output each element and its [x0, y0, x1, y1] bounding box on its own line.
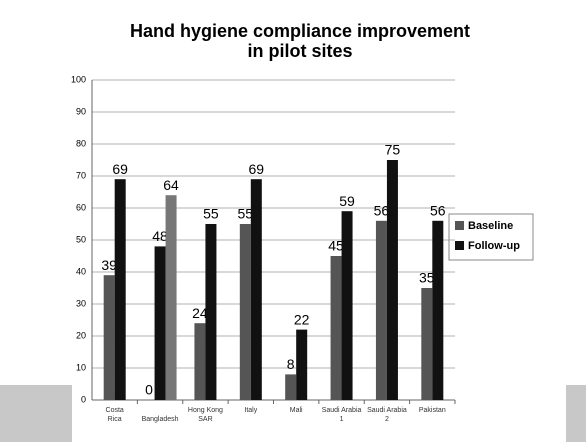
x-tick-label: Saudi Arabia 1	[322, 407, 362, 423]
bar	[165, 195, 177, 400]
value-label: 64	[163, 177, 179, 193]
value-label: 75	[385, 142, 401, 158]
chart-title: Hand hygiene compliance improvement	[130, 21, 470, 41]
value-label: 8	[287, 356, 295, 372]
value-label: 48	[152, 228, 168, 244]
value-label: 56	[430, 203, 446, 219]
value-label: 35	[419, 270, 435, 286]
x-tick-label: Costa Rica	[106, 407, 124, 423]
y-tick-label: 40	[76, 266, 86, 276]
bar	[114, 179, 126, 400]
value-label: 55	[238, 206, 254, 222]
bar	[341, 211, 353, 400]
bar	[421, 288, 433, 400]
bar	[386, 160, 398, 400]
value-label: 59	[339, 193, 355, 209]
y-tick-label: 30	[76, 298, 86, 308]
value-label: 69	[249, 161, 265, 177]
bar	[432, 220, 444, 400]
legend-swatch	[455, 221, 464, 230]
bar	[330, 256, 342, 400]
x-tick-label: Hong Kong SAR	[188, 407, 223, 423]
bar	[205, 224, 217, 400]
y-tick-label: 0	[81, 394, 86, 404]
value-label: 45	[328, 238, 344, 254]
y-tick-label: 80	[76, 138, 86, 148]
bar	[285, 374, 297, 400]
legend-label: Baseline	[468, 220, 513, 232]
x-tick-label: Mali	[290, 407, 303, 414]
legend-swatch	[455, 241, 464, 250]
bar	[194, 323, 206, 400]
y-tick-label: 50	[76, 234, 86, 244]
value-label: 24	[192, 305, 208, 321]
y-tick-label: 100	[71, 74, 86, 84]
value-label: 0	[145, 382, 153, 398]
x-tick-label: Bangladesh	[142, 416, 179, 423]
y-tick-label: 90	[76, 106, 86, 116]
x-tick-label: Saudi Arabia 2	[367, 407, 407, 423]
slide-decoration	[0, 385, 72, 442]
bar	[103, 275, 115, 400]
chart-subtitle: in pilot sites	[247, 41, 352, 61]
x-tick-label: Pakistan	[419, 407, 446, 414]
bar	[375, 220, 387, 400]
legend-label: Follow-up	[468, 240, 520, 252]
value-label: 22	[294, 311, 310, 327]
x-tick-label: Italy	[244, 407, 257, 414]
value-label: 56	[374, 203, 390, 219]
value-label: 69	[112, 161, 128, 177]
value-label: 39	[101, 257, 117, 273]
y-tick-label: 70	[76, 170, 86, 180]
bar	[296, 329, 308, 400]
bar	[250, 179, 262, 400]
slide-decoration	[566, 385, 586, 442]
y-tick-label: 20	[76, 330, 86, 340]
bar	[239, 224, 251, 400]
bar	[154, 246, 166, 400]
y-tick-label: 10	[76, 362, 86, 372]
value-label: 55	[203, 206, 219, 222]
y-tick-label: 60	[76, 202, 86, 212]
